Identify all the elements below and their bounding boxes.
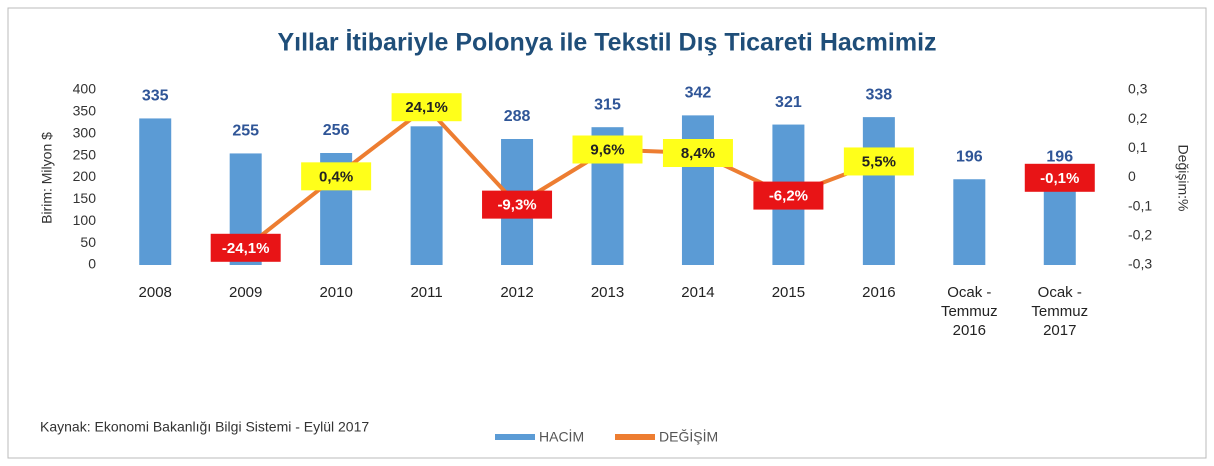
bar: [953, 179, 986, 265]
bar: [410, 126, 443, 265]
y2-tick-label: 0,2: [1128, 110, 1148, 126]
x-tick-label: Ocak - Temmuz 2017: [1031, 284, 1089, 339]
x-tick-label: 2014: [681, 284, 715, 301]
bar-value-label: 196: [1046, 148, 1073, 165]
line-value-label: -6,2%: [769, 188, 808, 205]
bar-value-label: 335: [142, 88, 169, 105]
bar-value-label: 315: [594, 96, 621, 113]
y-tick-label: 150: [73, 190, 97, 206]
legend-label: HACİM: [539, 428, 584, 445]
line-value-label: -9,3%: [497, 197, 536, 214]
legend-swatch: [615, 434, 655, 440]
value-label-box: [210, 233, 281, 262]
x-tick-label: Ocak - Temmuz 2016: [940, 284, 998, 339]
x-tick-label: 2013: [590, 284, 625, 301]
value-label-box: [843, 147, 914, 176]
y2-tick-label: 0,1: [1128, 139, 1148, 155]
y-tick-label: 350: [73, 103, 97, 119]
legend-swatch: [495, 434, 535, 440]
line-value-label: 9,6%: [590, 141, 624, 158]
line-value-label: 8,4%: [681, 145, 715, 162]
value-label-box: [301, 162, 372, 191]
y-tick-label: 50: [80, 234, 96, 250]
bar-value-label: 321: [775, 94, 802, 111]
bar: [1043, 179, 1076, 265]
bar-value-label: 342: [685, 85, 712, 102]
line-value-label: 5,5%: [862, 153, 896, 170]
bar-value-label: 288: [504, 108, 531, 125]
value-label-box: [1024, 163, 1095, 192]
bar-value-label: 255: [232, 123, 259, 140]
y-tick-label: 400: [73, 81, 97, 97]
source-note: Kaynak: Ekonomi Bakanlığı Bilgi Sistemi …: [40, 419, 369, 435]
x-tick-label: 2016: [862, 284, 896, 301]
y2-tick-label: -0,2: [1128, 227, 1152, 243]
y-tick-label: 100: [73, 212, 97, 228]
y2-tick-label: 0: [1128, 168, 1136, 184]
legend-label: DEĞİŞİM: [659, 428, 718, 445]
bar-value-label: 196: [956, 148, 983, 165]
y2-tick-label: 0,3: [1128, 81, 1148, 97]
bar: [681, 115, 714, 265]
bar-value-label: 338: [866, 86, 893, 103]
x-tick-label: 2008: [138, 284, 172, 301]
y2-tick-label: -0,1: [1128, 197, 1152, 213]
y2-tick-label: -0,3: [1128, 256, 1152, 272]
line-value-label: 0,4%: [319, 168, 353, 185]
value-label-box: [662, 139, 733, 167]
x-tick-label: 2015: [771, 284, 806, 301]
bar-value-label: 256: [323, 122, 350, 139]
x-tick-label: 2010: [319, 284, 353, 301]
x-tick-label: 2009: [228, 284, 263, 301]
y-tick-label: 300: [73, 124, 97, 140]
value-label-box: [482, 190, 553, 219]
bar: [139, 118, 172, 265]
y-tick-label: 250: [73, 146, 97, 162]
line-value-label: 24,1%: [405, 99, 448, 116]
y-tick-label: 200: [73, 168, 97, 184]
value-label-box: [572, 135, 643, 164]
y2-axis-label: Değişim:%: [1175, 145, 1191, 212]
x-tick-label: 2011: [410, 284, 443, 301]
y-axis-label: Birim: Milyon $: [39, 132, 55, 224]
value-label-box: [391, 93, 462, 122]
bar: [862, 117, 895, 265]
value-label-box: [753, 181, 824, 210]
line-value-label: -24,1%: [222, 240, 270, 257]
chart-title: Yıllar İtibariyle Polonya ile Tekstil Dı…: [277, 29, 936, 57]
line-value-label: -0,1%: [1040, 170, 1079, 187]
x-tick-label: 2012: [500, 284, 534, 301]
y-tick-label: 0: [88, 256, 96, 272]
